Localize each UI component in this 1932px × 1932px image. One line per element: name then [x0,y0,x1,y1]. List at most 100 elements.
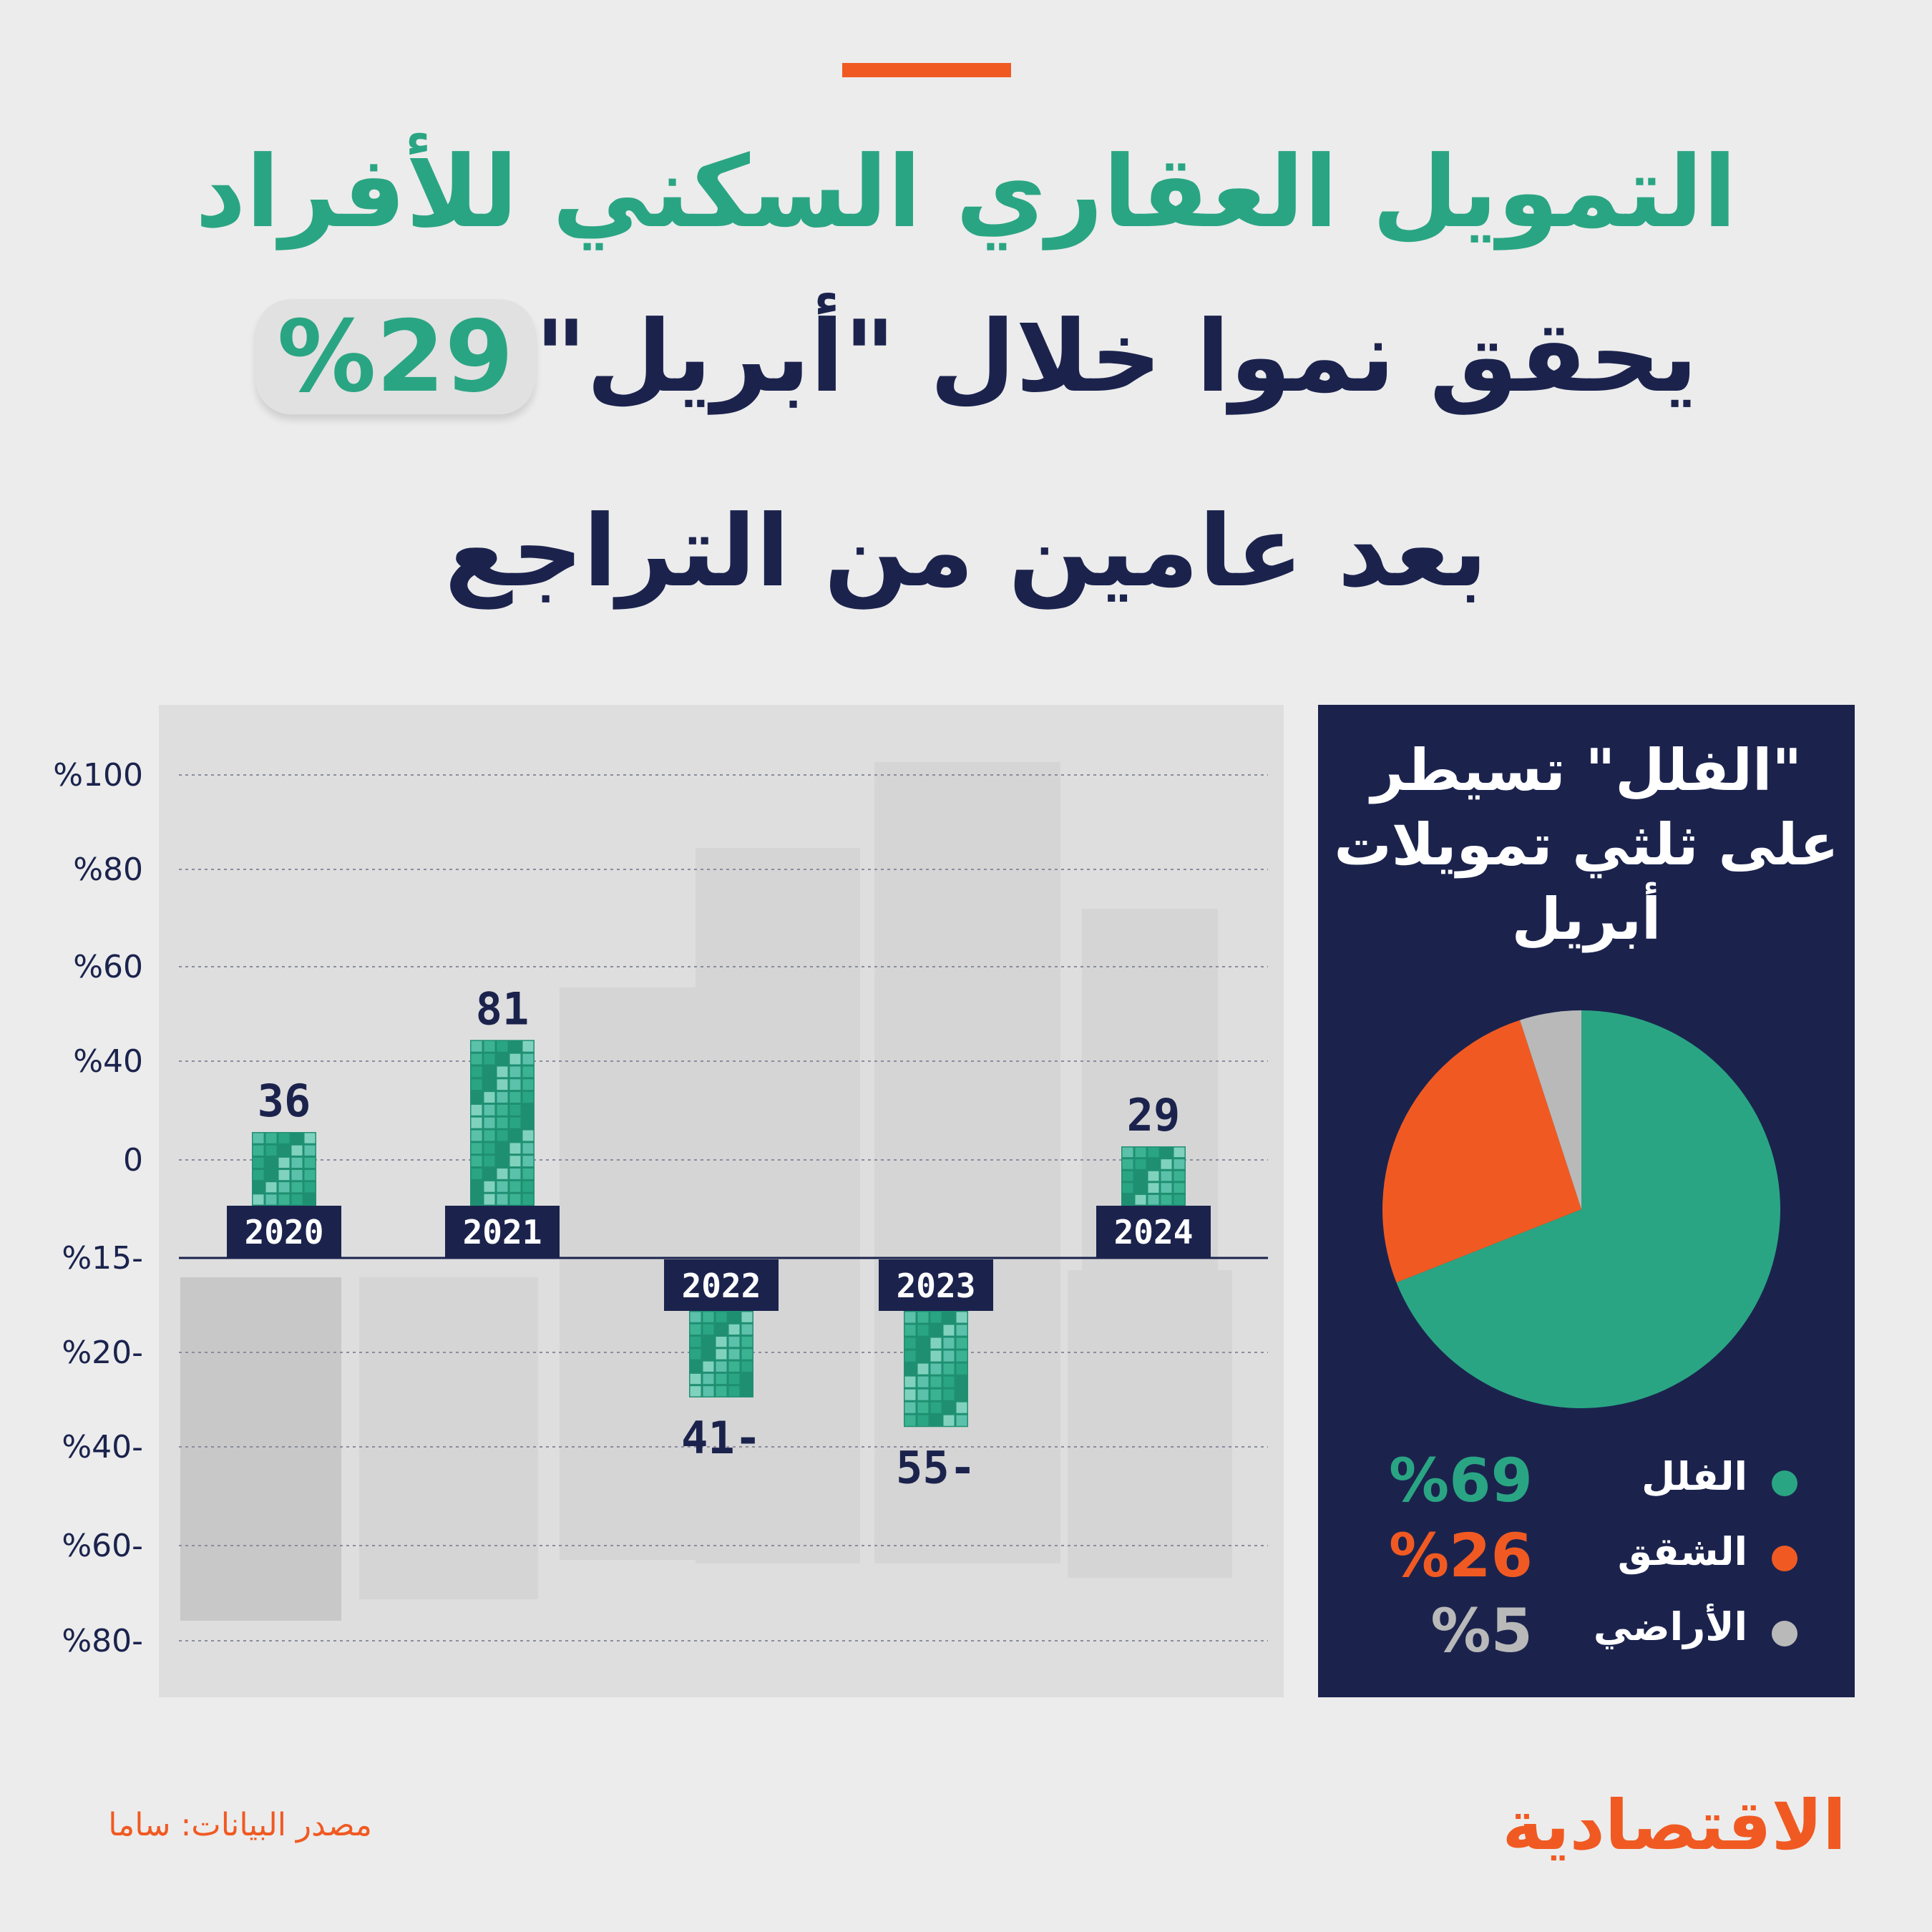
legend-value: %5 [1430,1596,1533,1666]
bar-cell [484,1104,495,1116]
value-label: 41- [681,1412,761,1464]
bar-cell [956,1402,967,1413]
bar-cell [690,1373,701,1385]
bar-cell [728,1337,740,1347]
bar-cell [484,1194,495,1205]
legend-dot [1772,1621,1797,1646]
legend-item: الفلل %69 [1318,1445,1855,1517]
bar-cell [522,1143,534,1154]
bar-cell [522,1156,534,1167]
bar-cell [917,1389,929,1400]
bar-cell [522,1194,534,1205]
bar-cell [1122,1147,1133,1158]
bar-cell [904,1376,916,1387]
legend-item: الأراضي %5 [1318,1596,1855,1667]
bar-cell [956,1415,967,1426]
bar-cell [716,1324,727,1335]
bar-cell [943,1324,955,1336]
page-subtitle: يحقق نموا خلال "أبريل"%29 [0,299,1932,414]
pie-title: "الفلل" تسيطر على ثلثي تمويلات أبريل [1334,737,1839,952]
bar-cell [471,1104,482,1116]
bar-cell [291,1145,303,1156]
bar-cell [904,1350,916,1362]
bar-cell [509,1130,521,1141]
bar-cell [291,1133,303,1143]
bar-cell [956,1312,967,1323]
bar-cell [943,1415,955,1426]
bar-cell [484,1079,495,1091]
bar-cell [509,1181,521,1192]
bar-cell [253,1182,264,1193]
bar-cell [471,1053,482,1065]
building-shape [359,1277,538,1599]
bar-cell [728,1312,740,1322]
year-box [1096,1206,1211,1257]
bar-cell [509,1169,521,1179]
building-shape [874,762,1060,1563]
bar-cell [509,1143,521,1154]
bar-cell [278,1157,290,1169]
year-box [445,1206,560,1257]
bar-cell [741,1373,753,1385]
bar-cell [497,1066,508,1078]
bar-cell [471,1181,482,1192]
bar-cell [930,1312,942,1323]
bar-cell [917,1324,929,1336]
bar-cell [930,1376,942,1387]
legend-label: الفلل [1641,1454,1747,1499]
bar-cell [484,1053,495,1065]
bar-chart-panel: 2020 36 2021 81 2022 41- 2023 55- 2024 29 [159,705,1284,1697]
bar-cell [265,1194,277,1205]
bar-cell [956,1363,967,1375]
bar-cell [265,1170,277,1181]
bar-cell [278,1145,290,1156]
y-axis: %100 %80 %60 %40 0 %15- %20- %40- %60- %80- [53,757,143,1659]
bar-cell [703,1312,714,1322]
bar-cell [265,1145,277,1156]
bar-cell [917,1312,929,1323]
legend-label: الأراضي [1593,1604,1747,1649]
bar-cell [471,1143,482,1154]
bar-cell [956,1350,967,1362]
bar-cell [484,1040,495,1052]
bar-cell [728,1324,740,1335]
bar-cell [1174,1159,1185,1169]
bar-cell [291,1194,303,1205]
bar-cell [497,1117,508,1128]
bar-cell [522,1092,534,1103]
bar-2024: 2024 29 [1096,1089,1211,1257]
bar-cell [522,1053,534,1065]
bar-cell [509,1194,521,1205]
bar-cell [917,1402,929,1413]
pie-chart [1382,1010,1780,1408]
bar-cell [484,1181,495,1192]
bar-cell [278,1194,290,1205]
bar-cell [522,1181,534,1192]
bar-cell [484,1130,495,1141]
bar-cell [497,1181,508,1192]
bar-cell [930,1415,942,1426]
bar-cell [943,1312,955,1323]
bar-cell [1161,1194,1172,1205]
bar-cell [1148,1147,1159,1158]
bar-cell [484,1156,495,1167]
bar-cell [265,1133,277,1143]
bar-cell [471,1117,482,1128]
bar-cell [1148,1171,1159,1181]
year-box [879,1259,993,1311]
bar-cell [253,1170,264,1181]
bar-cell [497,1092,508,1103]
bar-cell [703,1337,714,1347]
bar-cell [291,1182,303,1193]
bar-cell [497,1169,508,1179]
bar-cell [497,1079,508,1091]
bar-cell [1161,1159,1172,1169]
bar-cell [943,1402,955,1413]
bar-cell [716,1373,727,1385]
y-tick-label: %60- [62,1528,143,1564]
bar-cell [690,1349,701,1360]
bar-cell [497,1104,508,1116]
pie-slice [1382,1020,1581,1283]
grid-lines [179,774,1268,1641]
bar-cell [522,1169,534,1179]
